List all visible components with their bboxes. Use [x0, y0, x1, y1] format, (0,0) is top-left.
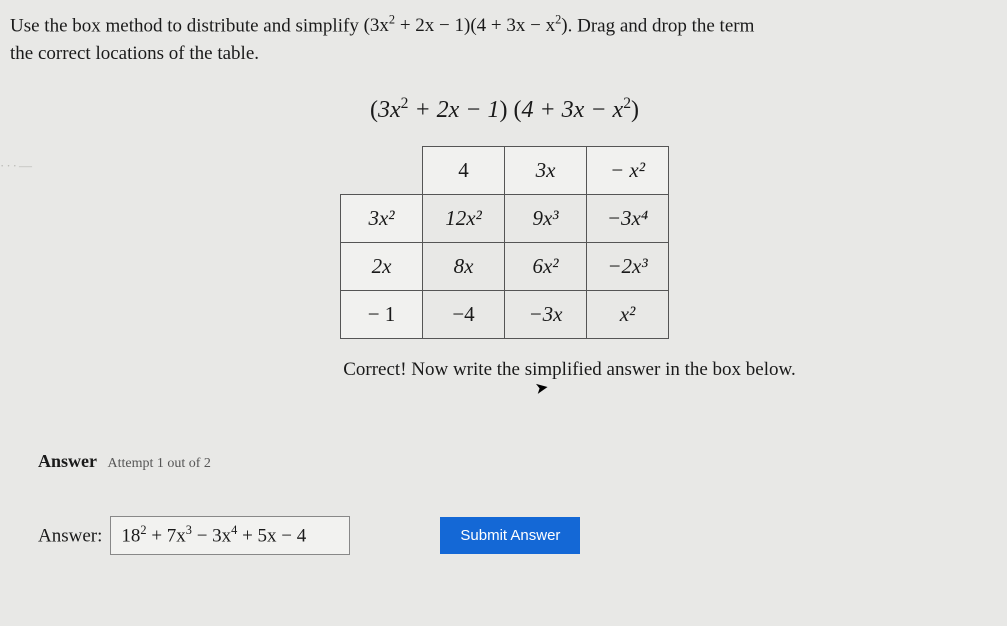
col-header[interactable]: 3x	[505, 147, 587, 195]
answer-heading: Answer Attempt 1 out of 2	[38, 451, 999, 472]
prompt-text-1b: . Drag and drop the term	[568, 15, 755, 36]
table-cell[interactable]: 9x³	[505, 195, 587, 243]
table-cell[interactable]: 12x²	[423, 195, 505, 243]
answer-input[interactable]: 182 + 7x3 − 3x4 + 5x − 4	[110, 516, 350, 554]
answer-prefix: Answer:	[38, 526, 102, 547]
question-prompt: Use the box method to distribute and sim…	[10, 12, 999, 67]
table-cell[interactable]: x²	[587, 291, 669, 339]
table-corner	[341, 147, 423, 195]
row-header[interactable]: − 1	[341, 291, 423, 339]
box-method-table[interactable]: 4 3x − x² 3x² 12x² 9x³ −3x⁴ 2x 8x 6x² −2…	[340, 146, 669, 339]
prompt-text-1: Use the box method to distribute and sim…	[10, 15, 364, 36]
col-header[interactable]: − x²	[587, 147, 669, 195]
main-expression: (3x2 + 2x − 1) (4 + 3x − x2)	[10, 95, 999, 124]
submit-answer-button[interactable]: Submit Answer	[440, 517, 580, 554]
table-cell[interactable]: −4	[423, 291, 505, 339]
table-cell[interactable]: −3x	[505, 291, 587, 339]
table-cell[interactable]: 6x²	[505, 243, 587, 291]
row-header[interactable]: 3x²	[341, 195, 423, 243]
table-cell[interactable]: −3x⁴	[587, 195, 669, 243]
row-header[interactable]: 2x	[341, 243, 423, 291]
table-cell[interactable]: −2x³	[587, 243, 669, 291]
attempt-counter: Attempt 1 out of 2	[108, 456, 211, 471]
prompt-expr: (3x2 + 2x − 1)(4 + 3x − x2)	[364, 15, 568, 36]
table-cell[interactable]: 8x	[423, 243, 505, 291]
artifact-noise: ···—	[0, 158, 34, 174]
feedback-text: Correct! Now write the simplified answer…	[10, 359, 999, 381]
prompt-text-2: the correct locations of the table.	[10, 43, 259, 64]
col-header[interactable]: 4	[423, 147, 505, 195]
